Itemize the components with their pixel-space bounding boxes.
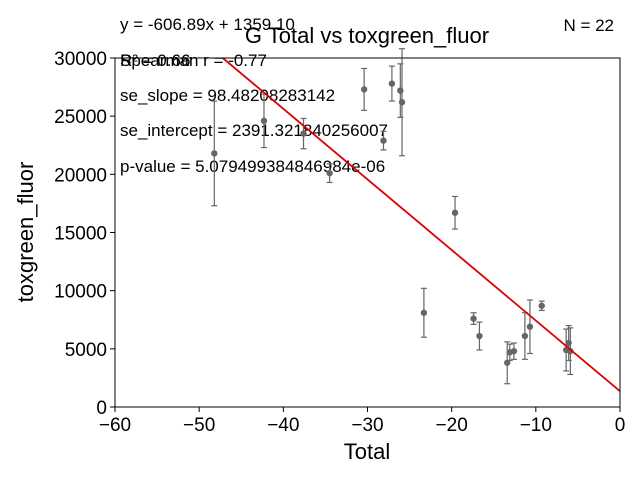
x-tick-label: 0 [615,415,626,436]
data-point [526,323,534,330]
data-point [567,347,574,355]
se-slope-label: se_slope = 98.48208283142 [120,86,335,105]
y-axis-label: toxgreen_fluor [13,162,38,303]
data-point [476,332,483,340]
data-point [300,130,307,137]
x-tick-label: −40 [267,415,299,436]
r2-label: R² = 0.66 [120,51,190,70]
fit-line [222,57,621,392]
x-axis-ticks: −60 −50 −40 −30 −20 −10 0 [99,407,625,436]
data-point [388,80,396,87]
y-tick-label: 20000 [54,165,107,186]
data-point [326,169,333,177]
x-tick-label: −10 [520,415,552,436]
data-points [211,48,574,385]
data-point [380,137,387,144]
data-point [211,150,218,157]
y-tick-label: 15000 [54,224,107,245]
x-tick-label: −30 [351,415,383,436]
data-point [538,302,545,309]
plot-frame [114,57,621,408]
data-point [470,315,477,322]
data-point [521,332,529,340]
data-point [451,209,459,216]
y-tick-label: 25000 [54,107,107,128]
y-tick-label: 30000 [54,49,107,70]
chart-title: G Total vs toxgreen_fluor [245,23,489,48]
x-tick-label: −50 [183,415,215,436]
equation-label: y = -606.89x + 1359.10 [120,15,295,34]
p-value-label: p-value = 5.079499384846984e-06 [120,157,385,176]
data-point [360,86,368,93]
x-tick-label: −60 [99,415,131,436]
data-point [510,347,518,355]
y-tick-label: 0 [96,398,107,419]
data-point [260,117,268,125]
y-tick-label: 10000 [54,282,107,303]
spearman-label: Spearman r = -0.77 [120,51,267,70]
y-axis-ticks: 0 5000 10000 15000 20000 25000 30000 [54,49,115,419]
data-point [420,309,428,316]
x-axis-label: Total [344,439,390,464]
y-tick-label: 5000 [65,340,107,361]
se-intercept-label: se_intercept = 2391.321840256007 [120,121,388,140]
data-point [504,359,511,366]
fit-line-group [222,57,621,392]
x-tick-label: −20 [436,415,468,436]
n-label: N = 22 [563,16,614,35]
data-point [398,99,406,106]
